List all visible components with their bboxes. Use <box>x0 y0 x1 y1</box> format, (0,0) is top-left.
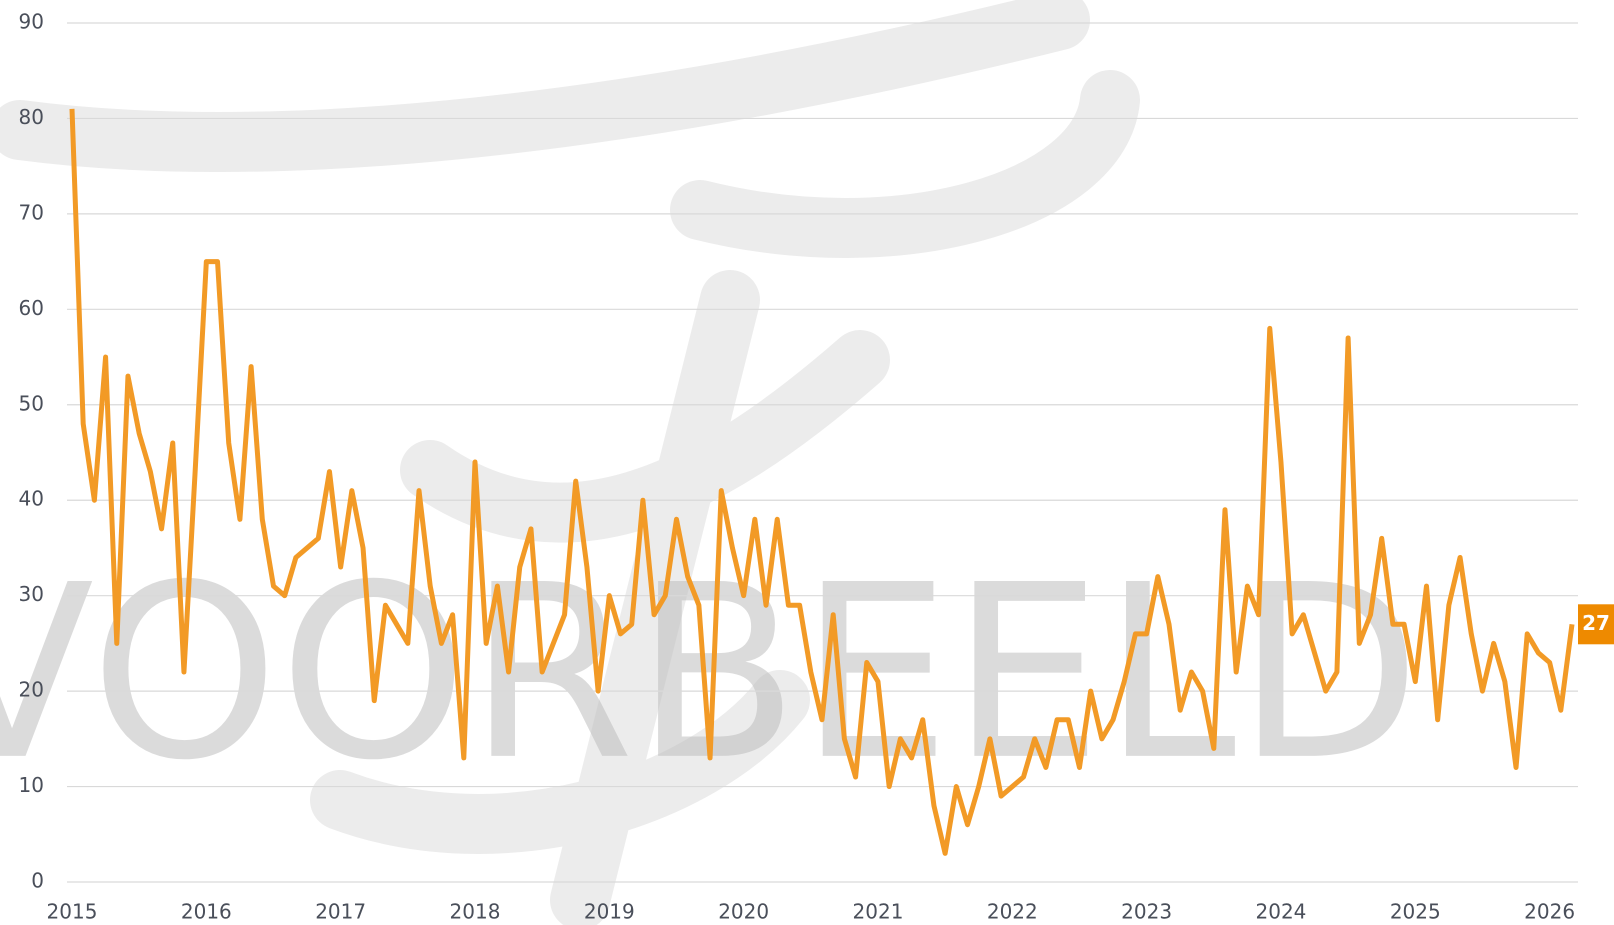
x-tick-label: 2019 <box>584 900 635 924</box>
x-tick-label: 2024 <box>1256 900 1307 924</box>
y-tick-label: 50 <box>19 391 44 415</box>
x-tick-label: 2016 <box>181 900 232 924</box>
x-tick-label: 2017 <box>315 900 366 924</box>
y-tick-label: 20 <box>19 678 44 702</box>
chart: VOORBEELD 0 10 20 30 40 50 60 70 80 90 2015 2016 201… <box>0 0 1614 925</box>
x-tick-label: 2023 <box>1121 900 1172 924</box>
x-tick-label: 2021 <box>853 900 904 924</box>
y-tick-label: 80 <box>19 105 44 129</box>
y-tick-label: 0 <box>31 869 44 893</box>
x-tick-label: 2020 <box>718 900 769 924</box>
y-tick-label: 70 <box>19 200 44 224</box>
x-tick-label: 2018 <box>450 900 501 924</box>
y-tick-label: 40 <box>19 487 44 511</box>
x-tick-label: 2015 <box>47 900 98 924</box>
x-tick-label: 2026 <box>1524 900 1575 924</box>
last-value-label: 27 <box>1582 611 1610 635</box>
y-tick-label: 10 <box>19 773 44 797</box>
y-tick-label: 90 <box>19 10 44 34</box>
y-tick-label: 60 <box>19 296 44 320</box>
watermark: VOORBEELD <box>0 533 1421 813</box>
y-tick-label: 30 <box>19 582 44 606</box>
x-tick-label: 2025 <box>1390 900 1441 924</box>
x-tick-label: 2022 <box>987 900 1038 924</box>
